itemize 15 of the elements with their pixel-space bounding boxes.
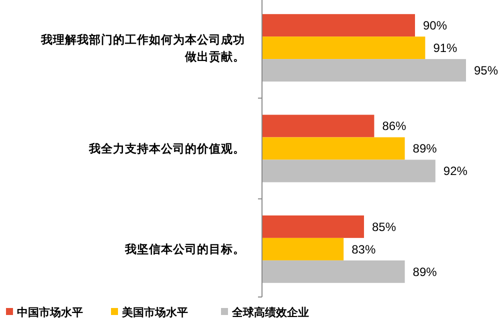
y-tick-label: 我理解我部门的工作如何为本公司成功做出贡献。 [40, 32, 245, 64]
data-label: 83% [352, 242, 376, 256]
data-label: 85% [372, 220, 396, 234]
y-tick-label: 我全力支持本公司的价值观。 [88, 142, 245, 156]
data-label: 90% [423, 18, 448, 33]
data-label: 86% [382, 119, 407, 134]
data-label: 89% [412, 142, 438, 156]
data-label: 91% [433, 41, 458, 56]
legend-label: 全球高绩效企业 [231, 306, 309, 319]
legend-label: 中国市场水平 [17, 306, 83, 319]
data-label: 92% [443, 164, 468, 178]
y-tick-label: 我坚信本公司的目标。 [124, 242, 245, 256]
legend-label: 美国市场水平 [121, 306, 188, 319]
data-label: 95% [474, 64, 498, 78]
data-label: 89% [412, 264, 438, 279]
